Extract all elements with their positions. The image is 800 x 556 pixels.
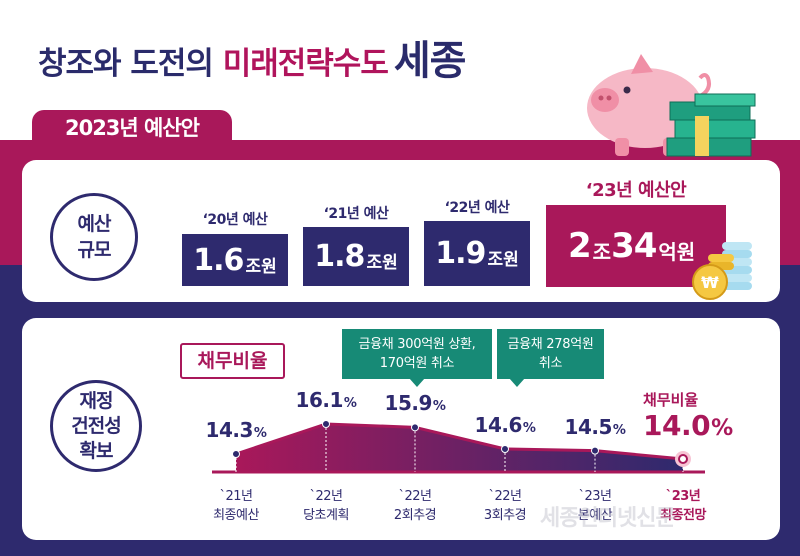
- budget-value-2021: 1.8: [314, 239, 365, 274]
- budget-label-2023: ‘23년 예산안: [585, 180, 687, 201]
- x-axis-label: `23년 본예산: [577, 489, 613, 523]
- debt-ratio-area: [236, 424, 683, 472]
- budget-value-2020: 1.6: [193, 242, 244, 278]
- x-axis-label: `22년 2회추경: [393, 489, 437, 523]
- budget-value-2022: 1.9: [435, 236, 486, 271]
- budget-label-2020: ‘20년 예산: [202, 212, 268, 228]
- finance-circle-line3: 확보: [79, 439, 114, 462]
- budget-circle-line2: 규모: [77, 239, 112, 261]
- data-point: [411, 423, 419, 432]
- debt-ratio-line: [235, 422, 684, 461]
- callout-1-line2: 170억원 취소: [379, 356, 455, 371]
- data-point: [501, 445, 509, 453]
- data-point: [322, 420, 330, 428]
- budget-value-2023-a: 2: [568, 226, 592, 266]
- budget-label-2021: ‘21년 예산: [323, 206, 389, 222]
- budget-box-2020: 1.6 조원: [182, 234, 288, 286]
- value-label: 14.6%: [474, 413, 536, 437]
- value-label: 14.3%: [205, 418, 267, 442]
- x-axis-label: `23년 최종전망: [660, 489, 706, 523]
- callout-bond-repayment: 금융채 300억원 상환, 170억원 취소: [342, 329, 492, 387]
- value-label: 16.1%: [295, 388, 357, 412]
- budget-unit-2023-a: 조: [592, 239, 612, 264]
- finance-circle-label: 재정 건전성 확보: [50, 380, 142, 472]
- budget-box-2022: 1.9 조원: [424, 221, 530, 286]
- title-sejong: 세종: [393, 38, 467, 84]
- highlight-caption: 채무비율: [643, 391, 699, 409]
- debt-ratio-label: 채무비율: [180, 343, 285, 379]
- svg-text:₩: ₩: [701, 273, 719, 292]
- watermark: 세종인터넷신문: [540, 506, 676, 531]
- data-point: [591, 446, 599, 455]
- budget-box-2021: 1.8 조원: [303, 227, 409, 286]
- finance-circle-line2: 건전성: [71, 414, 121, 437]
- value-label: 14.5%: [564, 414, 626, 439]
- x-axis-label: `22년 3회추경: [483, 489, 527, 523]
- callout-1-line1: 금융채 300억원 상환,: [358, 337, 476, 352]
- callout-2-line1: 금융채 278억원: [507, 337, 594, 352]
- callout-2-line2: 취소: [538, 356, 563, 371]
- page-title: 창조와 도전의 미래전략수도 세종: [38, 28, 467, 86]
- data-point: [678, 454, 688, 464]
- budget-unit-2021: 조원: [366, 253, 398, 273]
- section-tab-2023-budget[interactable]: 2023년 예산안: [32, 110, 232, 146]
- piggy-bank-illustration: [587, 54, 756, 157]
- budget-label-2022: ‘22년 예산: [444, 200, 510, 216]
- budget-circle-line1: 예산: [77, 213, 112, 235]
- coin-stack-icon: ₩: [692, 242, 752, 300]
- value-label: 15.9%: [384, 391, 446, 416]
- title-part2: 미래전략수도: [222, 46, 389, 82]
- finance-circle-line1: 재정: [79, 389, 114, 412]
- budget-unit-2022: 조원: [487, 250, 519, 270]
- title-part1: 창조와 도전의: [38, 46, 223, 82]
- x-axis-label: `22년 당초계획: [303, 489, 349, 523]
- value-label: 14.0%: [643, 409, 733, 442]
- budget-unit-2023-b: 억원: [658, 239, 696, 264]
- budget-value-2023-b: 34: [611, 226, 657, 266]
- callout-bond-cancel: 금융채 278억원 취소: [497, 329, 604, 387]
- data-point: [232, 450, 240, 458]
- budget-circle-label: 예산 규모: [50, 193, 138, 281]
- x-axis-label: `21년 최종예산: [213, 489, 259, 523]
- budget-unit-2020: 조원: [245, 256, 277, 277]
